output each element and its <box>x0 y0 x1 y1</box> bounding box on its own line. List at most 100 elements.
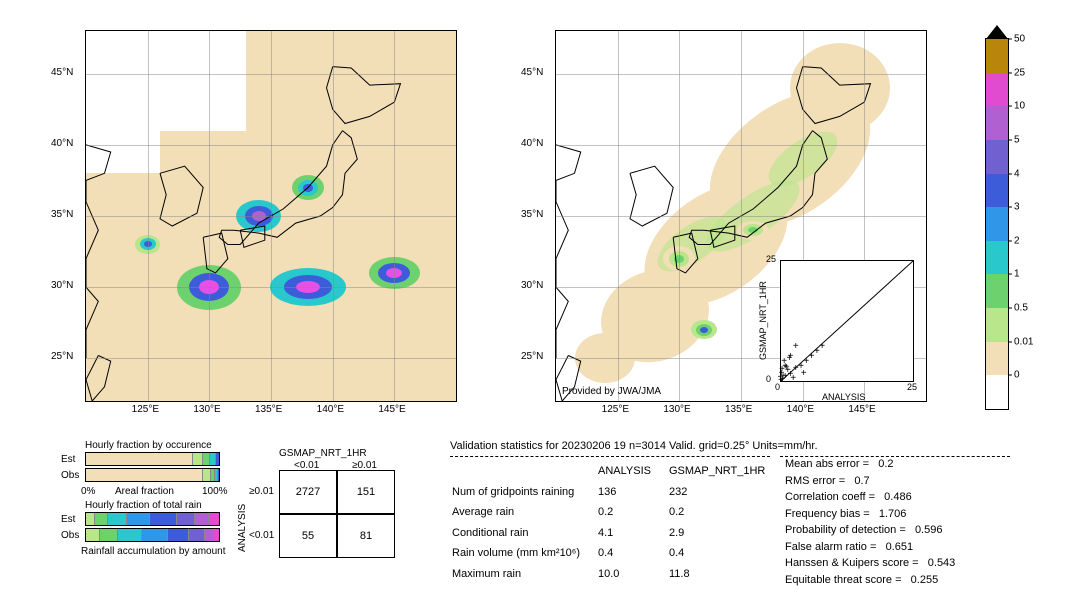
xtick-label: 145°E <box>848 404 875 415</box>
colorbar-tick <box>1008 274 1012 275</box>
hbar-seg <box>86 453 193 465</box>
ct-cell: 151 <box>337 470 395 514</box>
xtick-label: 135°E <box>255 404 282 415</box>
inset-xtick: 25 <box>907 382 917 392</box>
col-header: GSMAP_NRT_1HR <box>661 462 773 481</box>
scatter-point: + <box>787 353 793 364</box>
hbar-rowlabel: Est <box>61 514 75 525</box>
colorbar-tick <box>1008 106 1012 107</box>
gridline-h <box>86 74 456 75</box>
colorbar-tick <box>1008 375 1012 376</box>
colorbar-seg <box>986 106 1008 140</box>
val: 11.8 <box>661 565 773 584</box>
ytick-label: 40°N <box>51 138 73 149</box>
hbar-title: Hourly fraction by occurence <box>85 440 212 451</box>
gridline-h <box>556 74 926 75</box>
colorbar-seg <box>986 174 1008 208</box>
val: 0.2 <box>661 503 773 522</box>
scatter-point: + <box>801 368 807 379</box>
ct-row-header: ≥0.01 <box>249 486 274 497</box>
colorbar-tick <box>1008 308 1012 309</box>
validation-header: Validation statistics for 20230206 19 n=… <box>450 440 818 452</box>
precip-blob <box>700 327 708 333</box>
colorbar-label: 1 <box>1014 269 1020 280</box>
colorbar-label: 0.5 <box>1014 303 1028 314</box>
val: 2.9 <box>661 524 773 543</box>
colorbar-label: 10 <box>1014 101 1025 112</box>
colorbar-tick <box>1008 139 1012 140</box>
scatter-inset: +++++++++++++++++++++++ <box>780 260 914 382</box>
hbar-row <box>85 468 220 482</box>
row-label: Maximum rain <box>444 565 588 584</box>
colorbar-seg <box>986 342 1008 376</box>
hbar-rowlabel: Obs <box>61 530 79 541</box>
stat-line: Frequency bias = 1.706 <box>785 506 955 523</box>
colorbar-label: 25 <box>1014 67 1025 78</box>
colorbar-label: 0.01 <box>1014 336 1033 347</box>
hbar-seg <box>118 529 142 541</box>
hbar-xlabel: 100% <box>202 486 228 497</box>
colorbar-label: 50 <box>1014 34 1025 45</box>
xtick-label: 125°E <box>132 404 159 415</box>
ytick-label: 25°N <box>51 351 73 362</box>
precip-blob <box>303 184 313 192</box>
ytick-label: 25°N <box>521 351 543 362</box>
xtick-label: 140°E <box>787 404 814 415</box>
map-panel: GSMAP_NRT_1HR estimates for 20230206 19 <box>85 30 457 402</box>
inset-ylabel: GSMAP_NRT_1HR <box>758 281 768 360</box>
val: 232 <box>661 483 773 502</box>
ct-row-header: <0.01 <box>249 530 274 541</box>
row-label: Num of gridpoints raining <box>444 483 588 502</box>
colorbar-tick <box>1008 207 1012 208</box>
xtick-label: 130°E <box>663 404 690 415</box>
stat-line: False alarm ratio = 0.651 <box>785 539 955 556</box>
scatter-point: + <box>819 341 825 352</box>
ytick-label: 30°N <box>51 280 73 291</box>
hbar-row <box>85 528 220 542</box>
colorbar-tick <box>1008 39 1012 40</box>
val: 0.4 <box>661 544 773 563</box>
colorbar-tick <box>1008 240 1012 241</box>
row-label: Average rain <box>444 503 588 522</box>
val: 4.1 <box>590 524 659 543</box>
val: 0.2 <box>590 503 659 522</box>
colorbar-seg <box>986 207 1008 241</box>
stat-line: RMS error = 0.7 <box>785 473 955 490</box>
gridline-h <box>86 358 456 359</box>
hbar-seg <box>203 453 210 465</box>
xtick-label: 135°E <box>725 404 752 415</box>
inset-ytick: 25 <box>766 254 776 264</box>
hbar-seg <box>177 513 196 525</box>
hbar-seg <box>214 529 219 541</box>
stat-line: Equitable threat score = 0.255 <box>785 572 955 589</box>
hbar-seg <box>209 513 219 525</box>
colorbar-tick <box>1008 173 1012 174</box>
hbar-seg <box>86 469 203 481</box>
hbar-seg <box>86 513 95 525</box>
gridline-h <box>556 216 926 217</box>
colorbar: 502510543210.50.010 <box>985 38 1009 410</box>
colorbar-seg <box>986 375 1008 409</box>
ct-col-title: GSMAP_NRT_1HR <box>279 448 367 459</box>
scatter-point: + <box>790 373 796 384</box>
validation-left: ANALYSISGSMAP_NRT_1HRNum of gridpoints r… <box>442 460 775 585</box>
hbar-seg <box>216 453 219 465</box>
hbar-seg <box>193 453 203 465</box>
hbar-seg <box>195 513 209 525</box>
ct-cell: 55 <box>279 514 337 558</box>
validation-table: ANALYSISGSMAP_NRT_1HRNum of gridpoints r… <box>442 460 775 585</box>
colorbar-label: 5 <box>1014 134 1020 145</box>
inset-ytick: 0 <box>766 374 771 384</box>
hbar-rowlabel: Est <box>61 454 75 465</box>
ct-cell: 81 <box>337 514 395 558</box>
colorbar-tick <box>1008 341 1012 342</box>
stat-line: Hanssen & Kuipers score = 0.543 <box>785 555 955 572</box>
colorbar-seg <box>986 274 1008 308</box>
colorbar-arrow <box>986 25 1008 39</box>
stat-line: Probability of detection = 0.596 <box>785 522 955 539</box>
hbar-seg <box>205 529 214 541</box>
xtick-label: 125°E <box>602 404 629 415</box>
hbar-rowlabel: Obs <box>61 470 79 481</box>
val: 0.4 <box>590 544 659 563</box>
stat-line: Correlation coeff = 0.486 <box>785 489 955 506</box>
